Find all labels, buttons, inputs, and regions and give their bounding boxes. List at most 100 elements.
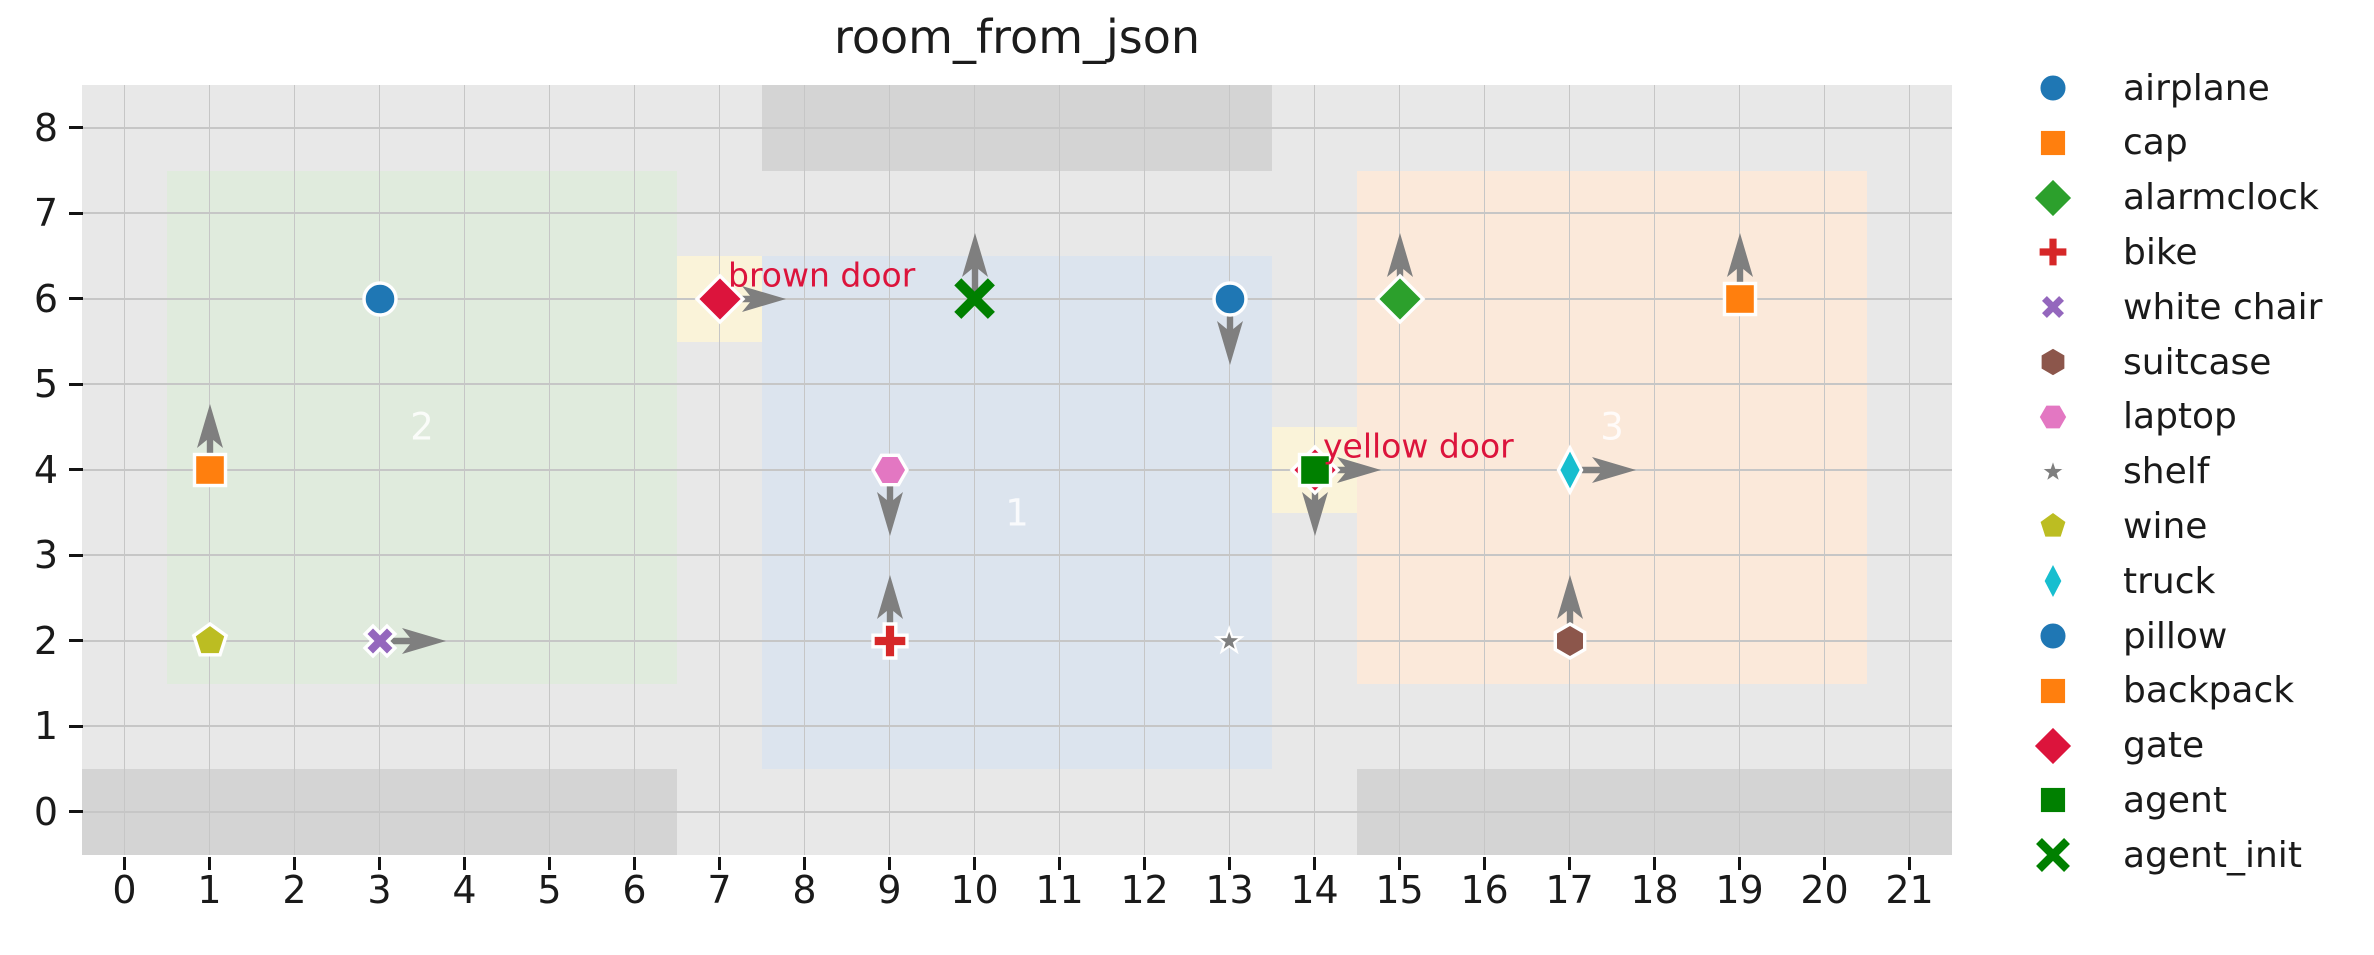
x-ticklabel-7: 7 (707, 868, 732, 912)
arrow-agent_init-up (960, 227, 990, 299)
plot-area: 1 2 3 brown door yellow door (82, 85, 1952, 855)
room-3 (1357, 170, 1867, 684)
legend-marker-hexagon-pointy-icon (2023, 332, 2083, 392)
marker-pillow-8 (1198, 267, 1262, 335)
legend-marker-pentagon-icon (2023, 496, 2083, 556)
legend-marker-diamond-icon (2023, 716, 2083, 776)
door-label-0: brown door (728, 255, 916, 295)
y-tickmark-6 (69, 297, 83, 301)
door-label-1: yellow door (1323, 426, 1514, 466)
marker-shelf-9 (1202, 614, 1256, 672)
arrow-gate-right (719, 284, 792, 314)
legend-label: alarmclock (2123, 177, 2319, 219)
marker-cap-1 (178, 438, 242, 506)
x-tickmark-20 (1823, 857, 1826, 870)
x-ticklabel-14: 14 (1290, 868, 1339, 912)
legend-marker-diamond-icon (2023, 168, 2083, 228)
legend-item-truck: truck (2023, 553, 2215, 609)
gridline-y-2 (82, 639, 1952, 642)
legend-label: wine (2123, 505, 2208, 547)
marker-white-chair-3 (348, 609, 412, 677)
gridline-y-7 (82, 212, 1952, 215)
y-tickmark-5 (69, 382, 83, 386)
legend-item-suitcase: suitcase (2023, 334, 2271, 390)
y-ticklabel-5: 5 (33, 362, 58, 407)
legend-item-laptop: laptop (2023, 389, 2237, 445)
room-label-1: 1 (1005, 491, 1029, 534)
x-ticklabel-18: 18 (1630, 868, 1679, 912)
arrow-backpack-up (1725, 227, 1755, 299)
y-tickmark-3 (69, 553, 83, 557)
room-2 (167, 170, 677, 684)
arrow-pillow-down (1215, 298, 1245, 371)
legend-label: white chair (2123, 286, 2323, 328)
legend-marker-x-stroke-icon (2023, 825, 2083, 885)
x-tickmark-13 (1228, 857, 1231, 870)
x-ticklabel-10: 10 (950, 868, 999, 912)
legend-marker-thin-diamond-icon (2023, 551, 2083, 611)
room-label-3: 3 (1600, 405, 1624, 449)
legend-marker-star-icon (2023, 442, 2083, 502)
legend-marker-square-icon (2023, 113, 2083, 173)
marker-airplane-0 (348, 267, 412, 335)
x-tickmark-8 (803, 857, 806, 870)
arrow-truck-right (1569, 455, 1642, 485)
legend-item-cap: cap (2023, 115, 2188, 171)
gridline-y-0 (82, 810, 1952, 813)
x-tickmark-12 (1143, 857, 1146, 870)
gridline-y-8 (82, 126, 1952, 129)
chart-title: room_from_json (833, 10, 1201, 64)
legend-marker-x-filled-icon (2023, 277, 2083, 337)
arrow-alarmclock-up (1385, 227, 1415, 299)
x-ticklabel-4: 4 (452, 868, 477, 912)
legend-label: laptop (2123, 396, 2237, 438)
arrow-laptop-down (875, 469, 905, 542)
x-tickmark-18 (1653, 857, 1656, 870)
marker-truck-13 (1538, 438, 1602, 506)
legend-item-bike: bike (2023, 224, 2198, 280)
arrow-agent-right (1314, 455, 1387, 485)
legend-marker-square-icon (2023, 661, 2083, 721)
marker-gate-4 (688, 267, 752, 335)
y-tickmark-0 (69, 810, 83, 814)
x-tickmark-17 (1568, 857, 1571, 870)
gridline-y-5 (82, 383, 1952, 386)
x-ticklabel-12: 12 (1120, 868, 1169, 912)
x-tickmark-11 (1058, 857, 1061, 870)
y-ticklabel-4: 4 (33, 447, 58, 492)
x-tickmark-19 (1738, 857, 1741, 870)
legend-label: suitcase (2123, 341, 2272, 383)
arrow-white-chair-right (379, 626, 452, 656)
x-ticklabel-3: 3 (367, 868, 392, 912)
x-tickmark-2 (293, 857, 296, 870)
x-tickmark-10 (973, 857, 976, 870)
x-ticklabel-16: 16 (1460, 868, 1509, 912)
legend-item-white-chair: white chair (2023, 279, 2322, 335)
x-tickmark-4 (463, 857, 466, 870)
marker-agent_init-5 (941, 265, 1008, 336)
y-tickmark-4 (69, 468, 83, 472)
legend-item-backpack: backpack (2023, 663, 2294, 719)
legend-label: airplane (2123, 67, 2270, 109)
x-ticklabel-6: 6 (622, 868, 647, 912)
legend-marker-square-icon (2023, 770, 2083, 830)
x-ticklabel-5: 5 (537, 868, 562, 912)
legend-label: pillow (2123, 615, 2228, 657)
arrow-suitcase-up (1555, 569, 1585, 641)
gridline-y-6 (82, 297, 1952, 300)
legend-item-pillow: pillow (2023, 608, 2227, 664)
marker-alarmclock-12 (1368, 267, 1432, 335)
legend-marker-circle-icon (2023, 58, 2083, 118)
marker-agent-11 (1283, 438, 1347, 506)
x-ticklabel-9: 9 (877, 868, 902, 912)
x-ticklabel-15: 15 (1375, 868, 1424, 912)
y-ticklabel-1: 1 (33, 704, 58, 749)
x-ticklabel-17: 17 (1545, 868, 1594, 912)
legend-marker-plus-icon (2023, 222, 2083, 282)
legend-item-shelf: shelf (2023, 444, 2209, 500)
x-tickmark-14 (1313, 857, 1316, 870)
legend-item-wine: wine (2023, 498, 2207, 554)
x-tickmark-0 (123, 857, 126, 870)
x-tickmark-5 (548, 857, 551, 870)
